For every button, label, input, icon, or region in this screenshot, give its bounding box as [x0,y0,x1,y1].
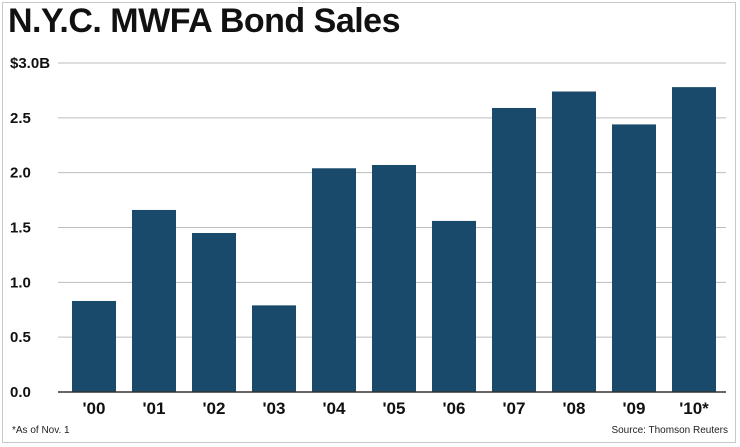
x-category-label: '07 [503,399,526,418]
y-tick-label: 1.5 [10,220,31,237]
bars [72,87,716,393]
chart-title: N.Y.C. MWFA Bond Sales [8,2,401,40]
y-tick-label: 2.5 [10,110,31,127]
x-category-label: '02 [203,399,226,418]
bar-0 [72,300,116,392]
x-category-label: '05 [383,399,406,418]
y-tick-label: 0.5 [10,329,31,346]
y-tick-label: 1.0 [10,274,31,291]
bar-10 [672,87,716,393]
y-tick-labels: 0.0 0.5 1.0 1.5 2.0 2.5 $3.0B [10,55,50,401]
x-category-label: '00 [83,399,106,418]
bar-3 [252,305,296,392]
x-category-labels: '00 '01 '02 '03 '04 '05 '06 '07 '08 '09 '10* [83,399,710,418]
source-credit: Source: Thomson Reuters [611,425,728,436]
x-category-label: '03 [263,399,286,418]
x-category-label: '08 [563,399,586,418]
y-tick-label: 2.0 [10,165,31,182]
bar-8 [552,91,596,392]
bar-4 [312,168,356,392]
x-category-label: '06 [443,399,466,418]
x-category-label: '09 [623,399,646,418]
bar-5 [372,164,416,392]
chart-frame [2,2,736,443]
y-tick-label: 0.0 [10,384,31,401]
bar-6 [432,220,476,392]
x-category-label: '10* [679,399,709,418]
footnote: *As of Nov. 1 [12,425,70,436]
bar-7 [492,107,536,393]
y-tick-label: $3.0B [10,55,50,72]
bar-2 [192,232,236,392]
bar-9 [612,124,656,392]
bar-1 [132,209,176,392]
x-category-label: '04 [323,399,346,418]
x-category-label: '01 [143,399,166,418]
